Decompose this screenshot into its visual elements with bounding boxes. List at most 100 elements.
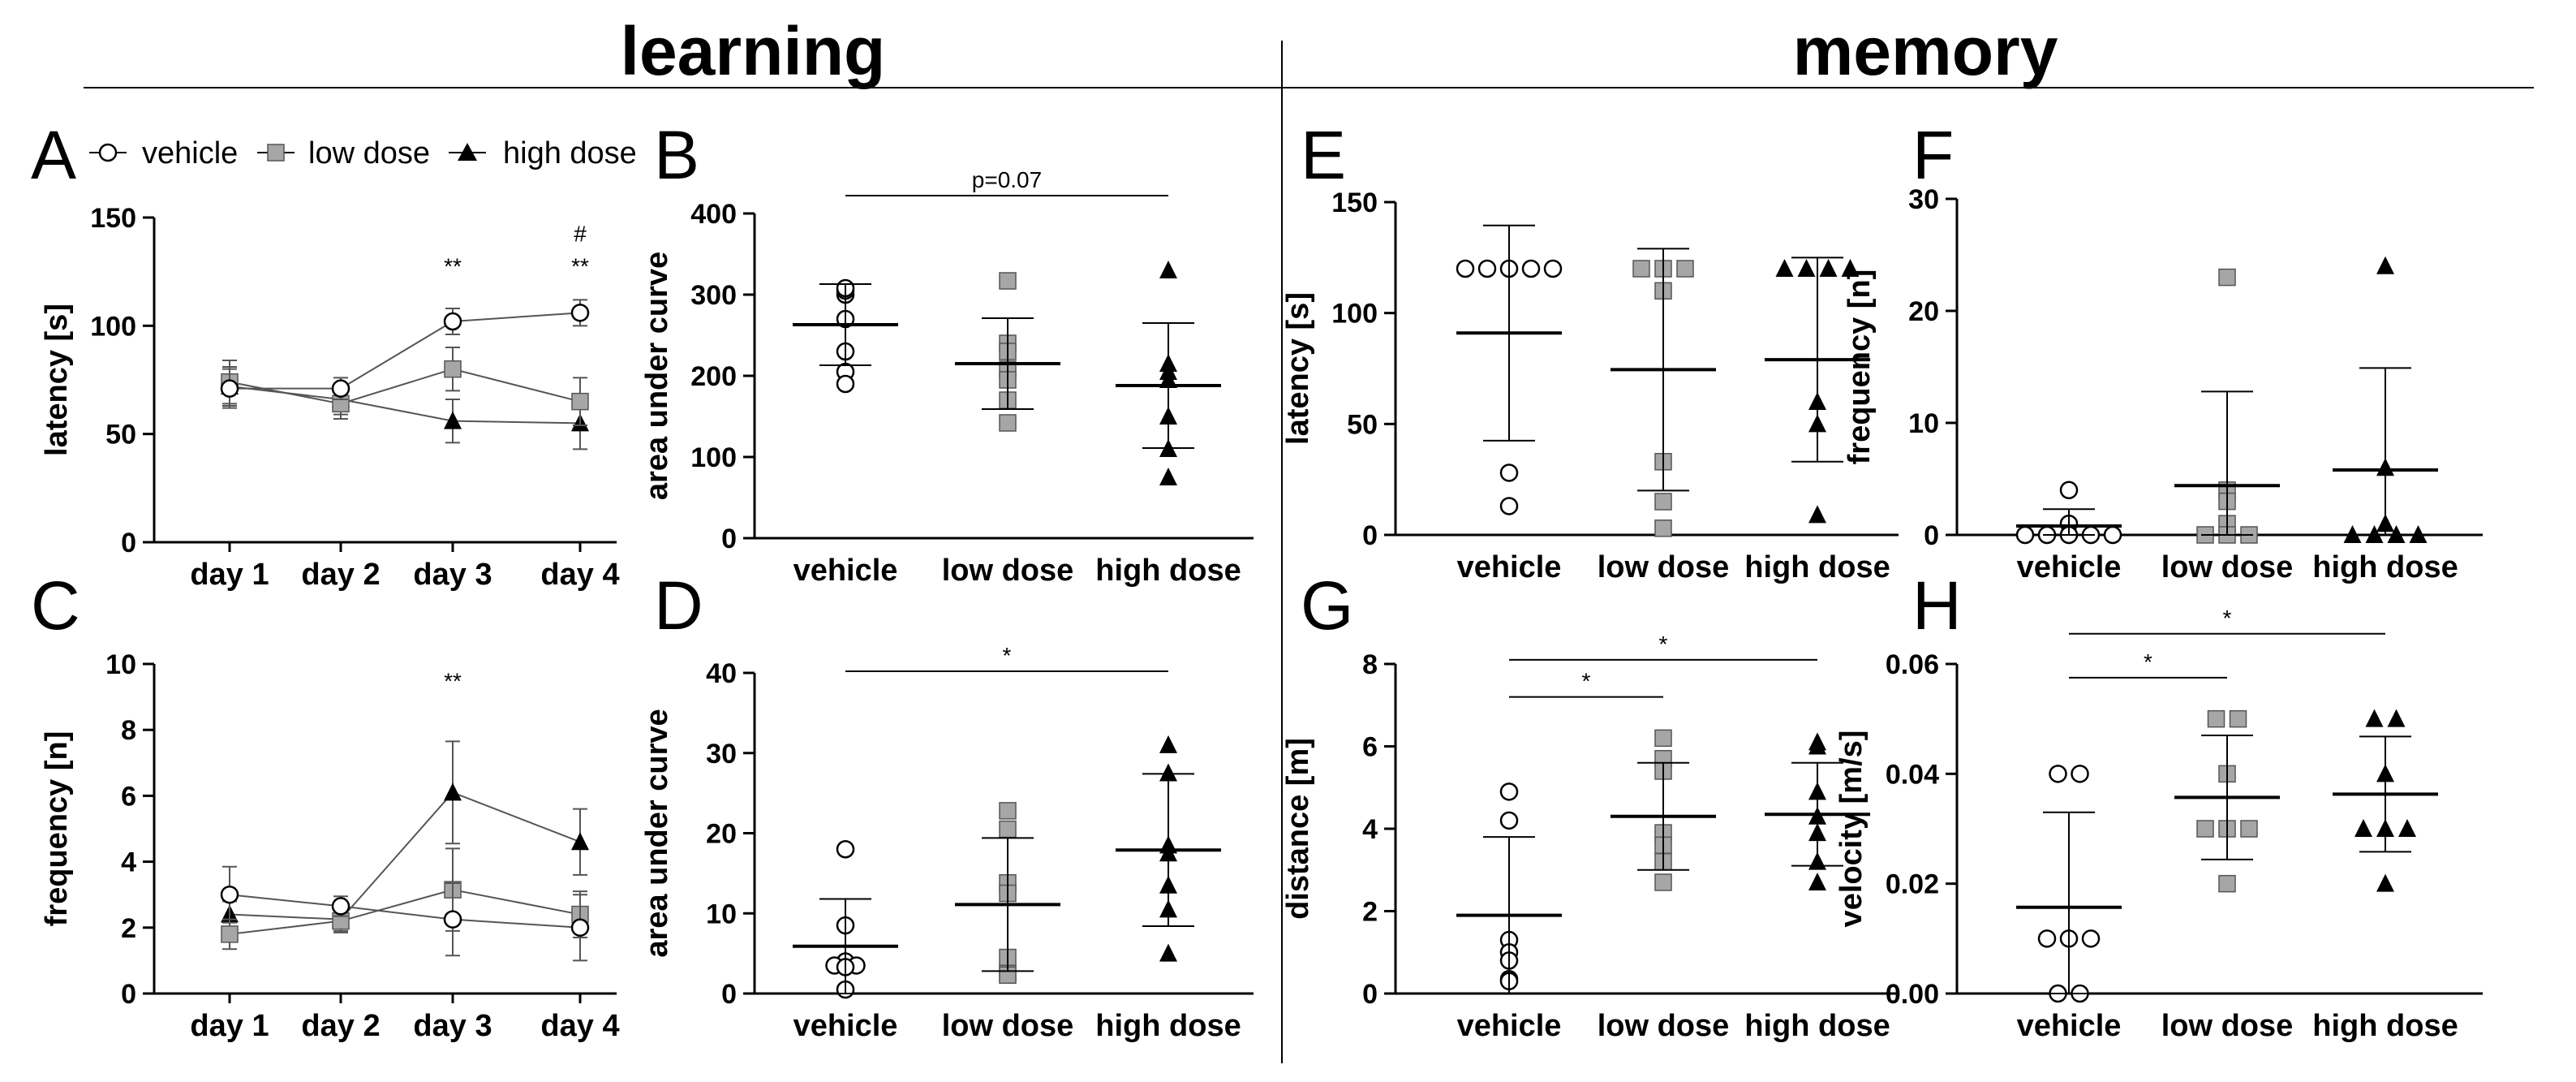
legend-label-vehicle: vehicle [142, 136, 238, 170]
y-tick-label: 0 [1362, 979, 1378, 1010]
data-point [1499, 463, 1519, 482]
legend-circle-icon [98, 143, 118, 162]
y-tick-label: 0 [121, 528, 136, 558]
data-point [2376, 873, 2394, 892]
data-point [1632, 260, 1650, 278]
panel-letter: G [1301, 567, 1353, 644]
panel-e: E 0 50 100 150 latency [s] vehicle low dose high… [1281, 117, 1899, 584]
data-point [221, 925, 239, 943]
y-tick-label: 4 [121, 847, 136, 878]
y-tick-label: 8 [1362, 649, 1378, 680]
x-tick-label: high dose [1095, 554, 1241, 588]
data-point [999, 820, 1017, 838]
data-point [443, 312, 462, 331]
panel-letter: F [1912, 117, 1954, 193]
data-point [1808, 505, 1826, 524]
group-vehicle [793, 278, 898, 394]
data-point [1797, 259, 1816, 277]
data-point [2049, 765, 2067, 783]
panel-letter: D [654, 567, 703, 644]
data-point [1159, 468, 1177, 485]
panel-letter: B [654, 117, 699, 193]
data-point [2365, 709, 2384, 727]
data-point [2355, 819, 2372, 837]
data-point [1499, 811, 1519, 830]
data-point [2071, 765, 2089, 783]
legend-vehicle: vehicle [89, 136, 238, 170]
x-tick-label: high dose [1744, 550, 1890, 584]
y-tick-label: 100 [1331, 299, 1378, 330]
data-point [2103, 525, 2122, 545]
x-tick-label: low dose [1598, 550, 1730, 584]
data-point [2240, 820, 2258, 838]
series-line [229, 368, 581, 405]
data-point [999, 414, 1017, 432]
data-point [1775, 259, 1794, 277]
y-axis-label: area under curve [640, 709, 674, 957]
significance-label: p=0.07 [972, 167, 1042, 192]
data-point [2376, 256, 2394, 274]
y-tick-label: 10 [105, 649, 136, 680]
y-axis-label: frequency [n] [40, 731, 74, 927]
data-point [1159, 763, 1177, 782]
y-tick-label: 0 [721, 979, 737, 1010]
significance-label: * [1659, 632, 1668, 657]
legend: vehicle low dose high dose [89, 136, 637, 170]
data-point [2037, 929, 2057, 948]
y-axis-label: frequency [n] [1843, 269, 1877, 465]
data-point [1676, 260, 1694, 278]
y-axis-label: distance [m] [1281, 738, 1315, 920]
x-tick-label: day 3 [413, 1009, 492, 1043]
data-point [2398, 819, 2416, 837]
y-tick-label: 400 [690, 199, 737, 230]
group-high-dose [2333, 256, 2438, 543]
legend-low-dose: low dose [257, 136, 430, 170]
data-point [571, 832, 589, 851]
group-low-dose [1611, 248, 1716, 537]
data-point [836, 374, 855, 394]
y-tick-label: 0.06 [1886, 649, 1939, 680]
series-vehicle [220, 865, 590, 962]
group-low-dose [2174, 709, 2280, 893]
y-tick-label: 0.04 [1886, 759, 1939, 790]
group-low-dose [955, 272, 1060, 432]
x-tick-label: day 1 [190, 558, 269, 592]
data-point [2081, 929, 2101, 948]
data-point [443, 910, 462, 929]
panel-b: B 0 100 200 300 400 area under curve vehicle low… [640, 117, 1254, 588]
data-point [2218, 268, 2236, 287]
x-tick-label: day 2 [301, 558, 380, 592]
panel-letter: E [1301, 117, 1346, 193]
series-line [229, 894, 581, 929]
series-low-dose [221, 847, 589, 951]
y-tick-label: 6 [121, 781, 136, 812]
y-tick-label: 20 [1908, 296, 1939, 327]
panel-letter: H [1912, 567, 1962, 644]
x-tick-label: vehicle [2017, 1009, 2122, 1043]
y-tick-label: 2 [121, 913, 136, 944]
y-tick-label: 6 [1362, 732, 1378, 763]
data-point [1499, 497, 1519, 515]
y-tick-label: 10 [706, 899, 737, 929]
data-point [1543, 259, 1563, 278]
panel-h: H 0.00 0.02 0.04 0.06 velocity [m/s] vehicle lo… [1834, 567, 2483, 1043]
group-vehicle [2015, 481, 2122, 545]
data-point [570, 304, 590, 322]
legend-triangle-icon [458, 143, 477, 161]
y-tick-label: 0.00 [1886, 979, 1939, 1010]
y-tick-label: 8 [121, 715, 136, 746]
x-tick-label: high dose [2312, 550, 2458, 584]
x-tick-label: vehicle [1457, 550, 1562, 584]
y-tick-label: 200 [690, 361, 737, 392]
data-point [571, 392, 589, 411]
significance-mark: ** [444, 253, 462, 278]
y-tick-label: 40 [706, 658, 737, 689]
y-tick-label: 4 [1362, 814, 1378, 845]
series-vehicle [220, 299, 590, 409]
data-point [1819, 259, 1838, 277]
group-high-dose [1765, 732, 1870, 890]
data-point [1456, 259, 1475, 278]
data-point [444, 360, 462, 378]
